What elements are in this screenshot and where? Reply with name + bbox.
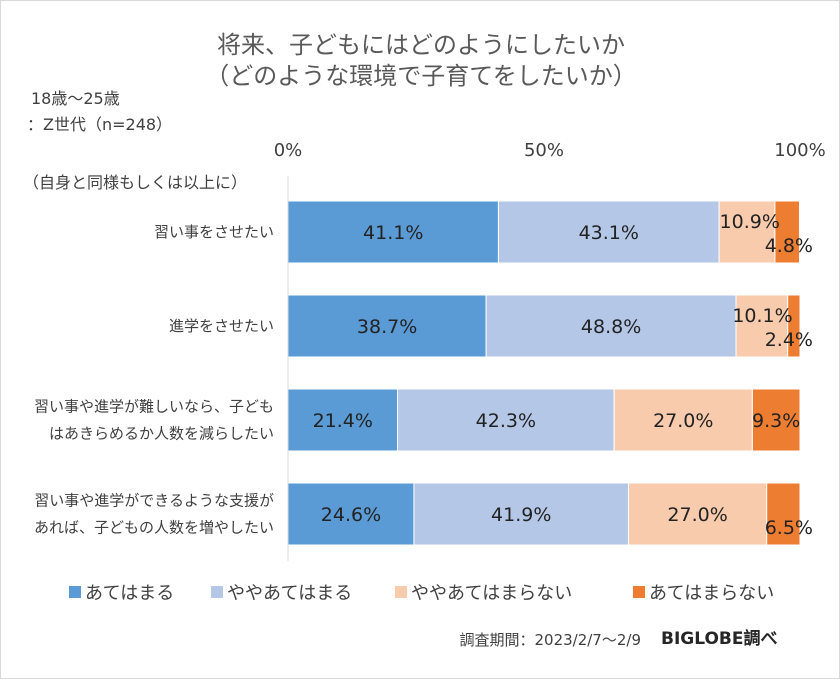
category-labels: 習い事をさせたい進学をさせたい習い事や進学が難しいなら、子どもはあきらめるか人数… [34, 223, 274, 537]
chart-titles: 将来、子どもにはどのようにしたいか （どのような環境で子育てをしたいか） 18歳… [23, 31, 637, 192]
chart-subtitle-age: 18歳～25歳 [31, 89, 120, 108]
chart-subtitle-sample: ：Z世代（n=248） [27, 115, 172, 134]
legend-item: あてはまる [69, 583, 174, 604]
legend-swatch [211, 586, 223, 598]
bar-segment [485, 294, 737, 358]
bar-segment [718, 200, 776, 264]
bar-row: 38.7% 48.8% 10.1%2.4% [287, 294, 813, 358]
chart-title-line-2: （どのような環境で子育てをしたいか） [205, 62, 637, 90]
data-label: 48.8% [581, 316, 641, 338]
data-label: 9.3% [752, 410, 800, 432]
bar-segment [627, 482, 768, 546]
legend-swatch [633, 586, 645, 598]
legend-label: ややあてはまる [227, 583, 352, 604]
category-label: 習い事や進学が難しいなら、子ども [34, 398, 274, 416]
bar-segment [613, 388, 753, 452]
category-label: はあきらめるか人数を減らしたい [49, 425, 274, 443]
data-label: 43.1% [579, 222, 639, 244]
data-label: 27.0% [653, 410, 713, 432]
legend-item: ややあてはまる [211, 583, 352, 604]
footer: 調査期間：2023/2/7～2/9 BIGLOBE調べ [459, 628, 777, 649]
bar-segment [766, 482, 801, 546]
data-label: 41.9% [491, 504, 551, 526]
data-label: 2.4% [765, 329, 813, 351]
bar-segment [497, 200, 720, 264]
bar-row: 24.6% 41.9% 27.0% 6.5% [287, 482, 813, 546]
x-tick-label: 50% [524, 140, 564, 161]
data-label: 38.7% [357, 316, 417, 338]
chart-title-line-1: 将来、子どもにはどのようにしたいか [217, 31, 625, 59]
bar-segment [751, 388, 801, 452]
bar-segment [413, 482, 629, 546]
legend-item: あてはまらない [633, 583, 774, 604]
bar-segment [397, 388, 615, 452]
data-label: 42.3% [476, 410, 536, 432]
bar-segment [774, 200, 800, 264]
category-label: 習い事や進学ができるような支援が [34, 492, 274, 510]
data-label: 6.5% [765, 517, 813, 539]
x-tick-label: 100% [774, 140, 825, 161]
category-label: あれば、子どもの人数を増やしたい [34, 519, 274, 537]
data-label: 10.1% [732, 305, 792, 327]
legend-item: ややあてはまらない [395, 583, 572, 604]
source-brand: BIGLOBE調べ [661, 628, 778, 649]
category-label: 習い事をさせたい [154, 223, 274, 241]
data-label: 27.0% [667, 504, 727, 526]
bar-segment [787, 294, 801, 358]
bar-segment [287, 482, 415, 546]
legend-swatch [69, 586, 81, 598]
data-label: 41.1% [363, 222, 423, 244]
legend: あてはまる ややあてはまる ややあてはまらない あてはまらない [69, 583, 774, 604]
legend-label: あてはまらない [649, 583, 774, 604]
bar-segment [287, 200, 499, 264]
legend-swatch [395, 586, 407, 598]
bar-segment [735, 294, 789, 358]
bar-row: 41.1% 43.1% 10.9%4.8% [287, 200, 813, 264]
bar-segment [287, 294, 487, 358]
data-label: 21.4% [313, 410, 373, 432]
legend-label: ややあてはまらない [411, 583, 572, 604]
bars: 41.1% 43.1% 10.9%4.8% 38.7% 48.8% 10.1%2.4% 21… [287, 200, 813, 546]
data-label: 24.6% [321, 504, 381, 526]
data-label: 4.8% [765, 235, 813, 257]
data-label: 10.9% [720, 211, 780, 233]
x-tick-label: 0% [274, 140, 303, 161]
bar-row: 21.4% 42.3% 27.0% 9.3% [287, 388, 801, 452]
category-label: 進学をさせたい [169, 317, 274, 335]
legend-label: あてはまる [85, 583, 174, 604]
survey-period: 調査期間：2023/2/7～2/9 [459, 631, 641, 649]
x-axis-ticks: 0% 50% 100% [274, 140, 826, 161]
category-header: （自身と同様もしくは以上に） [23, 173, 247, 192]
